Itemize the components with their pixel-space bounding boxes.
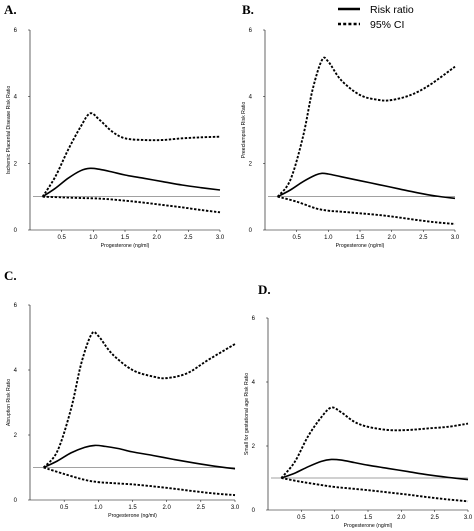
x-tick-label: 3.0: [464, 515, 473, 521]
risk-ratio-line: [42, 167, 221, 198]
x-tick-label: 3.0: [451, 235, 460, 241]
y-tick-label: 4: [249, 95, 253, 101]
y-tick-label: 4: [14, 95, 18, 101]
x-tick-label: 3.0: [231, 505, 240, 511]
x-tick-label: 2.5: [184, 235, 193, 241]
panel-label: B.: [242, 2, 254, 17]
ci-upper-line: [280, 406, 469, 479]
y-tick-label: 4: [14, 368, 18, 374]
y-tick-label: 0: [14, 228, 18, 234]
y-tick-label: 6: [249, 28, 253, 34]
ci-lower-line: [42, 195, 221, 214]
x-tick-label: 1.5: [356, 235, 365, 241]
x-tick-label: 1.5: [121, 235, 130, 241]
y-tick-label: 6: [252, 316, 256, 322]
risk-ratio-line: [43, 444, 236, 470]
ci-lower-line: [43, 466, 236, 497]
panel-label: A.: [4, 2, 17, 17]
risk-ratio-line: [277, 172, 456, 200]
y-axis-label: Preeclampsia Risk Ratio: [241, 102, 247, 159]
y-tick-label: 0: [14, 498, 18, 504]
ci-lower-line: [277, 195, 456, 225]
y-tick-label: 6: [14, 303, 18, 309]
panel-c: C. 0 2 4 6 0.5 1.0 1.5 2.0 2.5 3.0 Progesterone (ng…: [4, 268, 240, 519]
legend-risk-ratio-label: Risk ratio: [370, 4, 414, 16]
y-axis-label: Small for gestational age Risk Ratio: [244, 373, 250, 455]
x-axis-label: Progesterone (ng/ml): [344, 523, 393, 529]
x-tick-label: 1.0: [89, 235, 98, 241]
x-tick-label: 2.0: [397, 515, 406, 521]
ci-upper-line: [42, 330, 236, 469]
y-tick-label: 0: [252, 508, 256, 514]
x-tick-label: 2.0: [162, 505, 171, 511]
x-tick-label: 2.5: [419, 235, 428, 241]
panel-label: D.: [258, 282, 271, 297]
ci-lower-line: [281, 477, 469, 503]
panel-a: A. 0 2 4 6 0.5 1.0 1.5 2.0 2.5 3.0 Progesterone (ng…: [4, 2, 225, 249]
legend: Risk ratio 95% CI: [338, 4, 414, 31]
y-tick-label: 6: [14, 28, 18, 34]
panel-label: C.: [4, 268, 17, 283]
x-tick-label: 0.5: [292, 235, 301, 241]
legend-ci-label: 95% CI: [370, 19, 404, 31]
x-tick-label: 0.5: [57, 235, 66, 241]
x-tick-label: 2.0: [387, 235, 396, 241]
x-tick-label: 2.5: [430, 515, 439, 521]
x-axis-label: Progesterone (ng/ml): [101, 243, 150, 249]
panel-b: B. 0 2 4 6 0.5 1.0 1.5 2.0 2.5 3.0 Progesterone (ng…: [241, 2, 460, 249]
x-tick-label: 3.0: [216, 235, 225, 241]
x-tick-label: 1.0: [94, 505, 103, 511]
y-tick-label: 0: [249, 228, 253, 234]
panel-d: D. 0 2 4 6 0.5 1.0 1.5 2.0 2.5 3.0 Progesterone (ng…: [244, 282, 473, 529]
y-tick-label: 2: [14, 433, 18, 439]
ci-upper-line: [41, 112, 221, 198]
x-tick-label: 1.5: [364, 515, 373, 521]
x-tick-label: 2.5: [197, 505, 206, 511]
x-tick-label: 2.0: [152, 235, 161, 241]
x-tick-label: 1.5: [128, 505, 137, 511]
x-axis-label: Progesterone (ng/ml): [336, 243, 385, 249]
y-tick-label: 4: [252, 380, 256, 386]
y-axis-label: Ischemic Placental Disease Risk Ratio: [6, 86, 12, 175]
x-tick-label: 0.5: [297, 515, 306, 521]
x-tick-label: 1.0: [324, 235, 333, 241]
y-tick-label: 2: [14, 161, 18, 167]
y-tick-label: 2: [249, 161, 253, 167]
y-axis-label: Abruption Risk Ratio: [6, 379, 12, 426]
ci-upper-line: [276, 56, 456, 198]
y-tick-label: 2: [252, 444, 256, 450]
x-tick-label: 1.0: [330, 515, 339, 521]
x-axis-label: Progesterone (ng/ml): [108, 513, 157, 519]
x-tick-label: 0.5: [60, 505, 69, 511]
risk-ratio-line: [281, 458, 469, 481]
